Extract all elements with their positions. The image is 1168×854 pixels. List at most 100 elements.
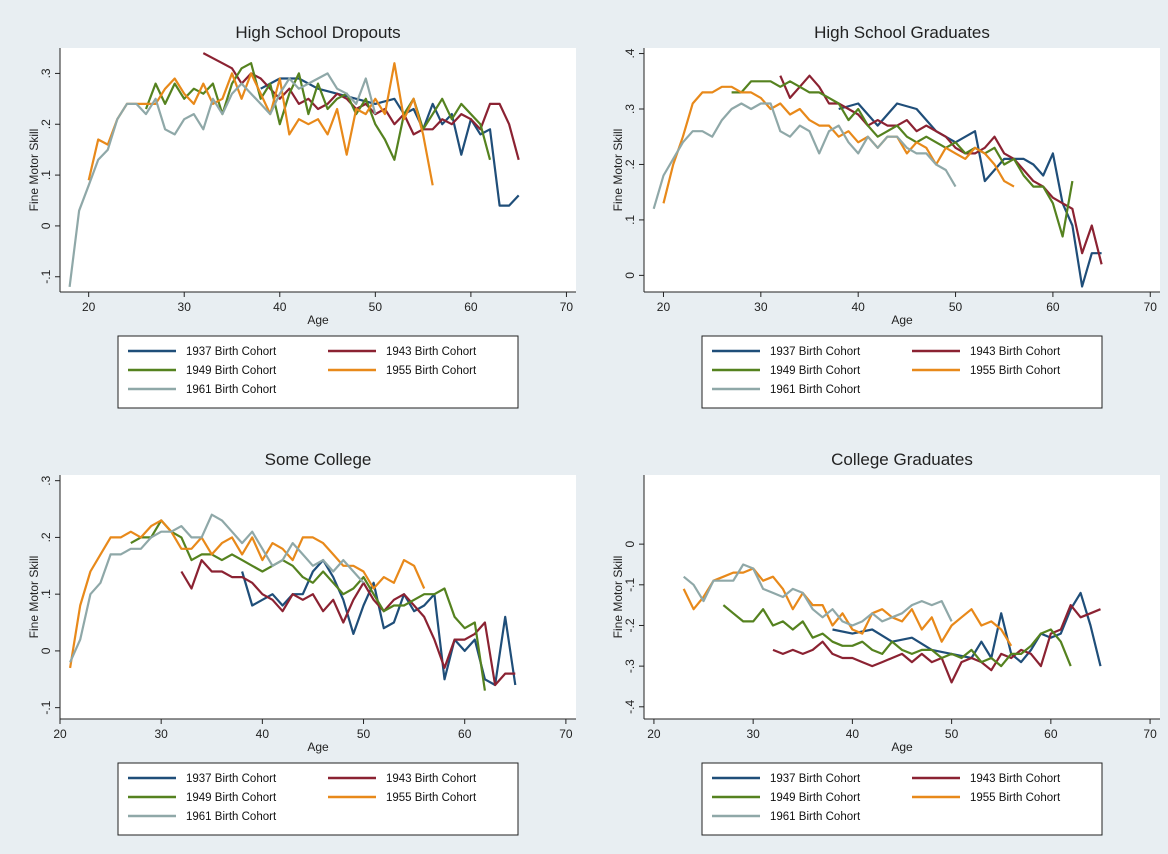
x-axis-label: Age — [891, 313, 913, 327]
legend-label-1961: 1961 Birth Cohort — [770, 811, 861, 823]
legend-label-1949: 1949 Birth Cohort — [186, 365, 277, 377]
y-tick-label: .3 — [39, 68, 53, 78]
y-tick-label: .1 — [623, 215, 637, 225]
x-tick-label: 40 — [852, 300, 866, 314]
legend-box — [117, 335, 519, 409]
legend-label-1961: 1961 Birth Cohort — [770, 384, 861, 396]
y-tick-label: -.1 — [39, 269, 53, 283]
x-tick-label: 60 — [458, 727, 472, 741]
x-tick-label: 50 — [945, 727, 959, 741]
legend-label-1943: 1943 Birth Cohort — [970, 773, 1061, 785]
y-tick-label: .3 — [623, 104, 637, 114]
y-tick-label: .1 — [39, 589, 53, 599]
legend-label-1955: 1955 Birth Cohort — [386, 792, 477, 804]
series-line-1955 — [87, 62, 434, 186]
series-line-1937 — [832, 591, 1102, 667]
series-line-1955 — [662, 85, 1015, 204]
y-tick-label: .3 — [39, 475, 53, 485]
chart-title: High School Dropouts — [235, 23, 400, 42]
x-tick-label: 20 — [647, 727, 661, 741]
legend-box — [701, 335, 1103, 409]
plot-area — [644, 475, 1160, 719]
y-tick-label: .1 — [39, 170, 53, 180]
y-axis-label: Fine Motor Skill — [611, 556, 625, 639]
x-tick-label: 30 — [154, 727, 168, 741]
legend-box — [701, 762, 1103, 836]
y-tick-label: -.4 — [623, 699, 637, 713]
panel-college-graduates: College Graduates 20 30 40 50 60 70 -.4 -.3 -.2 -.… — [584, 427, 1168, 854]
series-line-1961 — [68, 72, 377, 288]
x-tick-label: 40 — [256, 727, 270, 741]
chart-title: Some College — [265, 450, 372, 469]
x-tick-label: 60 — [464, 300, 478, 314]
x-tick-label: 50 — [369, 300, 383, 314]
series-line-1949 — [144, 62, 492, 161]
legend-box — [117, 762, 519, 836]
y-tick-label: .4 — [623, 48, 637, 58]
series-line-1961 — [652, 102, 957, 210]
series-line-1943 — [180, 559, 516, 687]
series-line-1961 — [683, 563, 953, 627]
x-tick-label: 20 — [53, 727, 67, 741]
y-tick-label: 0 — [39, 222, 53, 229]
x-tick-label: 50 — [357, 727, 371, 741]
x-tick-label: 20 — [82, 300, 96, 314]
x-tick-label: 40 — [273, 300, 287, 314]
x-tick-label: 40 — [846, 727, 860, 741]
legend-label-1955: 1955 Birth Cohort — [970, 792, 1061, 804]
y-tick-label: -.2 — [623, 618, 637, 632]
y-axis-label: Fine Motor Skill — [27, 556, 41, 639]
series-line-1949 — [731, 80, 1074, 238]
y-tick-label: -.1 — [39, 700, 53, 714]
series-line-1943 — [779, 74, 1103, 265]
legend-label-1949: 1949 Birth Cohort — [186, 792, 277, 804]
y-axis-label: Fine Motor Skill — [27, 129, 41, 212]
y-axis-label: Fine Motor Skill — [611, 129, 625, 212]
x-axis-label: Age — [307, 740, 329, 754]
x-axis-label: Age — [307, 313, 329, 327]
panel-high-school-dropouts: High School Dropouts 20 30 40 50 60 70 -.1 0 .1 .2… — [0, 0, 584, 427]
x-tick-label: 60 — [1046, 300, 1060, 314]
chart-title: College Graduates — [831, 450, 973, 469]
chart-svg: High School Dropouts 20 30 40 50 60 70 -.1 0 .1 .2… — [0, 0, 584, 427]
legend-label-1961: 1961 Birth Cohort — [186, 811, 277, 823]
chart-svg: College Graduates 20 30 40 50 60 70 -.4 -.3 -.2 -.… — [584, 427, 1168, 854]
plot-area — [644, 48, 1160, 292]
legend-label-1937: 1937 Birth Cohort — [770, 346, 861, 358]
series-line-1943 — [772, 604, 1101, 684]
legend-label-1937: 1937 Birth Cohort — [186, 773, 277, 785]
legend-label-1937: 1937 Birth Cohort — [186, 346, 277, 358]
legend-label-1937: 1937 Birth Cohort — [770, 773, 861, 785]
y-tick-label: .2 — [39, 532, 53, 542]
series-line-1955 — [69, 519, 426, 669]
plot-area — [60, 475, 576, 719]
x-tick-label: 30 — [754, 300, 768, 314]
legend-label-1943: 1943 Birth Cohort — [386, 773, 477, 785]
x-tick-label: 70 — [559, 727, 573, 741]
x-tick-label: 20 — [657, 300, 671, 314]
series-line-1961 — [69, 513, 365, 663]
series-line-1937 — [838, 102, 1102, 288]
y-tick-label: .2 — [39, 119, 53, 129]
series-line-1949 — [722, 604, 1072, 668]
legend-label-1943: 1943 Birth Cohort — [970, 346, 1061, 358]
y-tick-label: 0 — [623, 540, 637, 547]
x-tick-label: 70 — [1144, 300, 1158, 314]
legend-label-1949: 1949 Birth Cohort — [770, 792, 861, 804]
legend-label-1949: 1949 Birth Cohort — [770, 365, 861, 377]
legend-label-1961: 1961 Birth Cohort — [186, 384, 277, 396]
y-tick-label: -.1 — [623, 577, 637, 591]
x-tick-label: 30 — [178, 300, 192, 314]
y-tick-label: 0 — [39, 647, 53, 654]
panel-high-school-graduates: High School Graduates 20 30 40 50 60 70 0 .1 .2 .3… — [584, 0, 1168, 427]
x-tick-label: 70 — [560, 300, 574, 314]
y-tick-label: -.3 — [623, 659, 637, 673]
legend-label-1955: 1955 Birth Cohort — [386, 365, 477, 377]
legend-label-1955: 1955 Birth Cohort — [970, 365, 1061, 377]
panel-some-college: Some College 20 30 40 50 60 70 -.1 0 .1 .2 .3 Age Fin… — [0, 427, 584, 854]
x-tick-label: 70 — [1143, 727, 1157, 741]
y-tick-label: 0 — [623, 272, 637, 279]
legend-label-1943: 1943 Birth Cohort — [386, 346, 477, 358]
chart-svg: High School Graduates 20 30 40 50 60 70 0 .1 .2 .3… — [584, 0, 1168, 427]
